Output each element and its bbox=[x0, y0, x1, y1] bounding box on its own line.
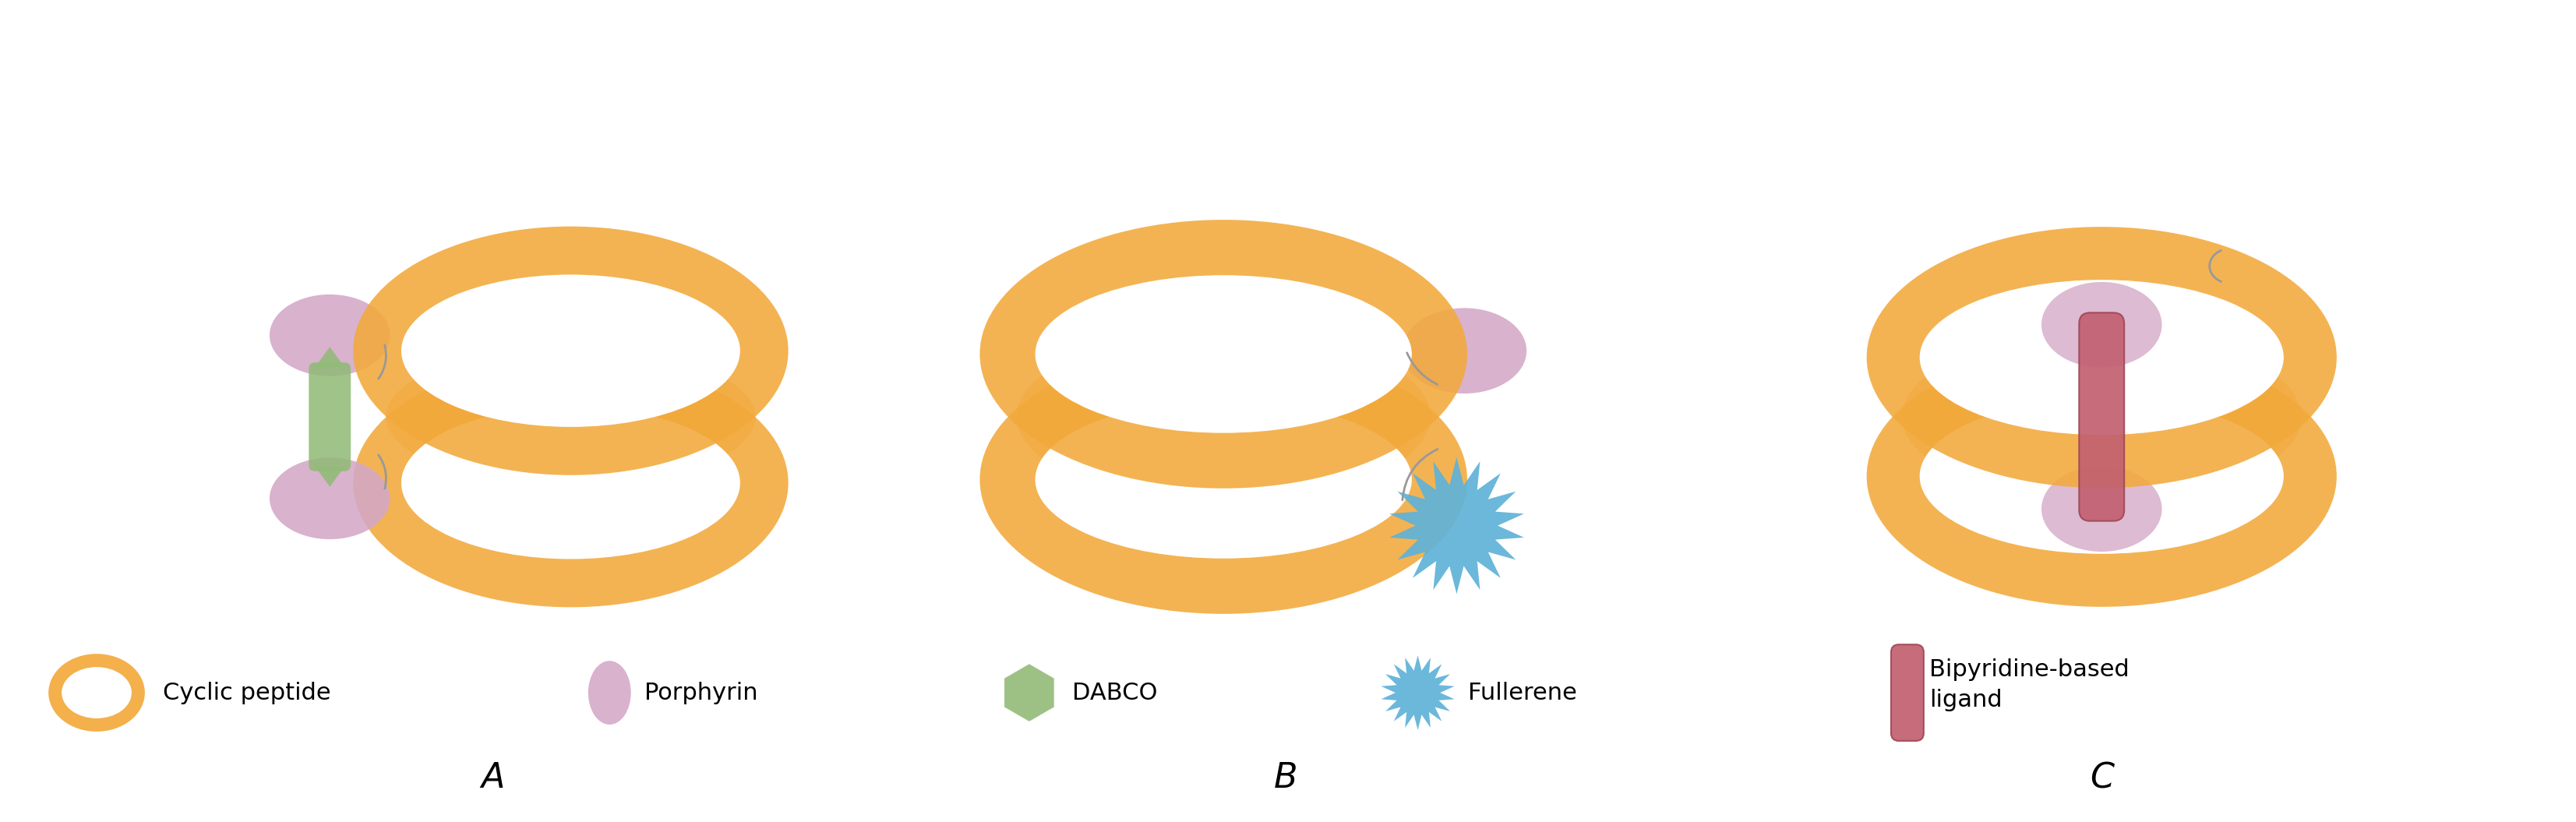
Text: Fullerene: Fullerene bbox=[1468, 681, 1577, 704]
Ellipse shape bbox=[979, 345, 1468, 614]
Ellipse shape bbox=[402, 407, 739, 559]
Ellipse shape bbox=[49, 653, 144, 732]
Ellipse shape bbox=[1901, 331, 2300, 502]
Ellipse shape bbox=[1919, 399, 2285, 554]
Polygon shape bbox=[1388, 457, 1525, 594]
Ellipse shape bbox=[1036, 400, 1412, 558]
Text: A: A bbox=[482, 761, 505, 795]
Ellipse shape bbox=[587, 661, 631, 724]
Ellipse shape bbox=[386, 347, 755, 487]
Text: DABCO: DABCO bbox=[1072, 681, 1157, 704]
Text: B: B bbox=[1273, 761, 1298, 795]
Polygon shape bbox=[314, 467, 345, 487]
Ellipse shape bbox=[2040, 282, 2161, 367]
Ellipse shape bbox=[979, 219, 1468, 488]
Ellipse shape bbox=[1036, 275, 1412, 433]
Ellipse shape bbox=[402, 275, 739, 427]
Ellipse shape bbox=[1401, 308, 1528, 394]
Polygon shape bbox=[314, 347, 345, 367]
FancyBboxPatch shape bbox=[1891, 644, 1924, 741]
Text: Cyclic peptide: Cyclic peptide bbox=[162, 681, 330, 704]
Ellipse shape bbox=[270, 294, 389, 376]
Ellipse shape bbox=[1919, 279, 2285, 435]
Ellipse shape bbox=[1018, 331, 1430, 503]
Ellipse shape bbox=[2040, 466, 2161, 552]
Polygon shape bbox=[1005, 663, 1054, 723]
Polygon shape bbox=[1381, 655, 1455, 730]
Text: Porphyrin: Porphyrin bbox=[644, 681, 757, 704]
Ellipse shape bbox=[353, 226, 788, 475]
FancyBboxPatch shape bbox=[309, 363, 350, 471]
Text: C: C bbox=[2089, 761, 2115, 795]
Ellipse shape bbox=[270, 458, 389, 539]
Ellipse shape bbox=[1868, 346, 2336, 607]
Ellipse shape bbox=[353, 358, 788, 607]
FancyBboxPatch shape bbox=[2079, 312, 2125, 521]
Ellipse shape bbox=[1868, 227, 2336, 488]
Text: Bipyridine-based
ligand: Bipyridine-based ligand bbox=[1929, 658, 2130, 711]
Ellipse shape bbox=[62, 667, 131, 718]
